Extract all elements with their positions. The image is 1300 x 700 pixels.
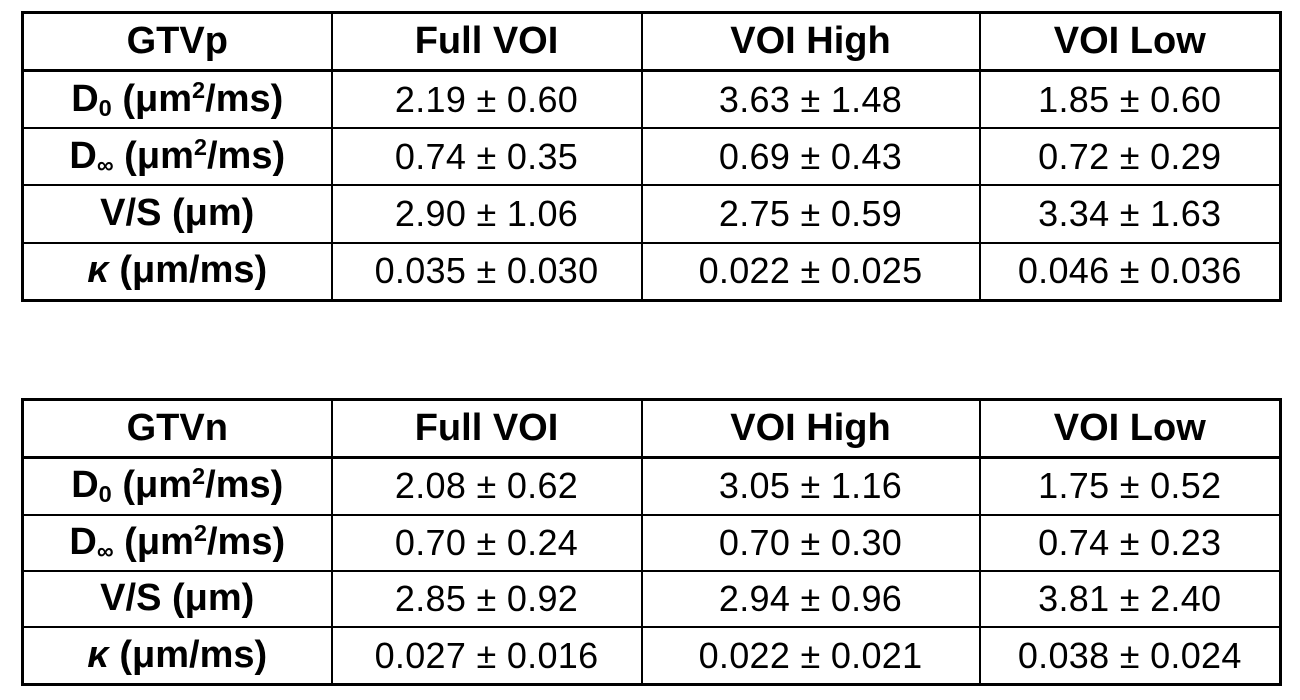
gtvp-vs-full-voi-value: 2.90 ± 1.06 (330, 184, 643, 244)
gtvp-d0-voi-high-value: 3.63 ± 1.48 (640, 69, 981, 130)
gtvp-header-full-voi: Full VOI (330, 11, 643, 72)
gtvp-d0-voi-low-value: 1.85 ± 0.60 (978, 69, 1282, 130)
label-base: D (69, 520, 97, 563)
gtvp-row-kappa: κ (μm/ms) 0.035 ± 0.030 0.022 ± 0.025 0.… (21, 241, 1282, 302)
gtvp-parameters-table: GTVp Full VOI VOI High VOI Low D0 (μm2/m… (21, 11, 1282, 302)
label-subscript: ∞ (96, 538, 114, 564)
gtvn-kappa-full-voi-value: 0.027 ± 0.016 (330, 626, 643, 686)
gtvn-header-full-voi: Full VOI (330, 398, 643, 459)
gtvn-dinf-voi-high-value: 0.70 ± 0.30 (640, 513, 981, 572)
label-unit-close: /ms) (205, 77, 284, 120)
label-superscript: 2 (192, 76, 206, 103)
gtvn-vs-full-voi-value: 2.85 ± 0.92 (330, 569, 643, 629)
gtvn-d0-voi-low-value: 1.75 ± 0.52 (978, 456, 1282, 516)
label-unit-open: (μm (111, 77, 193, 120)
gtvp-kappa-voi-high-value: 0.022 ± 0.025 (640, 241, 981, 302)
label-superscript: 2 (192, 463, 206, 490)
gtvp-header-row: GTVp Full VOI VOI High VOI Low (21, 11, 1282, 72)
gtvp-header-title: GTVp (21, 11, 333, 72)
label-subscript: ∞ (96, 152, 114, 179)
label-unit-close: /ms) (206, 134, 286, 177)
label-superscript: 2 (193, 519, 207, 546)
gtvp-header-voi-low: VOI Low (978, 11, 1282, 72)
gtvn-vs-voi-high-value: 2.94 ± 0.96 (640, 569, 981, 629)
kappa-symbol: κ (87, 633, 109, 676)
label-unit-close: /ms) (205, 464, 284, 507)
gtvn-row-label-kappa: κ (μm/ms) (21, 626, 333, 686)
gtvn-d0-voi-high-value: 3.05 ± 1.16 (640, 456, 981, 516)
label-unit-open: (μm (111, 464, 193, 507)
kappa-symbol: κ (87, 249, 109, 292)
gtvp-d0-full-voi-value: 2.19 ± 0.60 (330, 69, 643, 130)
gtvn-row-vs: V/S (μm) 2.85 ± 0.92 2.94 ± 0.96 3.81 ± … (21, 569, 1282, 629)
gtvn-row-label-dinf: D∞ (μm2/ms) (21, 513, 333, 572)
gtvp-row-vs: V/S (μm) 2.90 ± 1.06 2.75 ± 0.59 3.34 ± … (21, 184, 1282, 244)
gtvn-header-voi-low: VOI Low (978, 398, 1282, 459)
gtvn-row-d0: D0 (μm2/ms) 2.08 ± 0.62 3.05 ± 1.16 1.75… (21, 456, 1282, 516)
gtvn-dinf-voi-low-value: 0.74 ± 0.23 (978, 513, 1282, 572)
label-unit-open: (μm (113, 134, 194, 177)
gtvn-header-voi-high: VOI High (640, 398, 981, 459)
gtvp-row-label-d0: D0 (μm2/ms) (21, 69, 333, 130)
gtvp-row-label-dinf: D∞ (μm2/ms) (21, 127, 333, 187)
gtvn-row-label-vs: V/S (μm) (21, 569, 333, 629)
gtvp-dinf-voi-high-value: 0.69 ± 0.43 (640, 127, 981, 187)
gtvp-row-d0: D0 (μm2/ms) 2.19 ± 0.60 3.63 ± 1.48 1.85… (21, 69, 1282, 130)
gtvp-dinf-voi-low-value: 0.72 ± 0.29 (978, 127, 1282, 187)
gtvn-kappa-voi-low-value: 0.038 ± 0.024 (978, 626, 1282, 686)
gtvp-row-label-vs: V/S (μm) (21, 184, 333, 244)
label-superscript: 2 (193, 134, 207, 160)
gtvp-vs-voi-low-value: 3.34 ± 1.63 (978, 184, 1282, 244)
gtvn-row-kappa: κ (μm/ms) 0.027 ± 0.016 0.022 ± 0.021 0.… (21, 626, 1282, 686)
label-subscript: 0 (98, 94, 112, 121)
gtvp-kappa-full-voi-value: 0.035 ± 0.030 (330, 241, 643, 302)
gtvp-vs-voi-high-value: 2.75 ± 0.59 (640, 184, 981, 244)
label-base: D (71, 464, 99, 507)
label-unit-close: (μm/ms) (108, 249, 268, 292)
gtvn-header-title: GTVn (21, 398, 333, 459)
gtvn-vs-voi-low-value: 3.81 ± 2.40 (978, 569, 1282, 629)
label-unit-open: (μm (113, 520, 194, 563)
label-base: V/S (μm) (100, 577, 255, 620)
gtvp-row-label-kappa: κ (μm/ms) (21, 241, 333, 302)
gtvn-d0-full-voi-value: 2.08 ± 0.62 (330, 456, 643, 516)
gtvn-header-row: GTVn Full VOI VOI High VOI Low (21, 398, 1282, 459)
gtvn-parameters-table: GTVn Full VOI VOI High VOI Low D0 (μm2/m… (21, 398, 1282, 686)
gtvp-row-dinf: D∞ (μm2/ms) 0.74 ± 0.35 0.69 ± 0.43 0.72… (21, 127, 1282, 187)
gtvp-dinf-full-voi-value: 0.74 ± 0.35 (330, 127, 643, 187)
label-unit-close: /ms) (206, 520, 286, 563)
gtvn-dinf-full-voi-value: 0.70 ± 0.24 (330, 513, 643, 572)
gtvp-header-voi-high: VOI High (640, 11, 981, 72)
gtvn-row-dinf: D∞ (μm2/ms) 0.70 ± 0.24 0.70 ± 0.30 0.74… (21, 513, 1282, 572)
gtvp-kappa-voi-low-value: 0.046 ± 0.036 (978, 241, 1282, 302)
label-base: V/S (μm) (100, 192, 255, 235)
label-subscript: 0 (98, 481, 112, 508)
label-base: D (69, 134, 97, 177)
label-unit-close: (μm/ms) (108, 633, 268, 676)
label-base: D (71, 77, 99, 120)
gtvn-row-label-d0: D0 (μm2/ms) (21, 456, 333, 516)
gtvn-kappa-voi-high-value: 0.022 ± 0.021 (640, 626, 981, 686)
